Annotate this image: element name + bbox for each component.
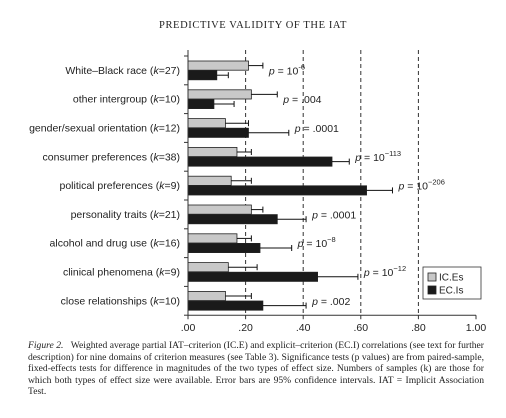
- legend: IC.Es EC.Is: [422, 266, 482, 300]
- error-bars: [213, 62, 393, 309]
- p-value-label: p = .004: [282, 94, 321, 106]
- p-value-label: p = .0001: [311, 209, 356, 221]
- p-value-label: p = 10−113: [354, 149, 401, 164]
- x-tick-label: .00: [181, 322, 196, 334]
- bar-ices: [187, 204, 252, 215]
- caption-text: Weighted average partial IAT–criterion (…: [28, 340, 484, 398]
- p-value-label: p = 10−206: [397, 178, 444, 193]
- page-title: PREDICTIVE VALIDITY OF THE IAT: [159, 20, 347, 31]
- p-value-label: p = 10-6: [268, 62, 305, 77]
- bar-ices: [187, 175, 232, 186]
- bar-ecis: [187, 214, 278, 225]
- bar-ecis: [187, 242, 261, 253]
- bars: [187, 60, 367, 311]
- p-value-label: p = 10−8: [297, 235, 336, 250]
- bar-ecis: [187, 99, 215, 110]
- category-label: clinical phenomena (k=9): [63, 267, 180, 279]
- legend-swatch: [427, 285, 437, 295]
- bar-ices: [187, 146, 238, 157]
- category-label: consumer preferences (k=38): [43, 151, 180, 163]
- x-tick-label: .20: [238, 322, 253, 334]
- figure-label: Figure 2.: [28, 340, 64, 351]
- legend-label: IC.Es: [439, 273, 463, 284]
- category-label: other intergroup (k=10): [73, 94, 180, 106]
- bar-ecis: [187, 156, 333, 167]
- bar-chart: White–Black race (k=27) other intergroup …: [29, 50, 487, 334]
- category-label: alcohol and drug use (k=16): [50, 238, 180, 250]
- legend-swatch: [427, 272, 437, 282]
- legend-label: EC.Is: [439, 286, 463, 297]
- figure-caption: Figure 2. Weighted average partial IAT–c…: [28, 340, 484, 398]
- p-value-label: p = 10−12: [363, 264, 406, 279]
- category-label: personality traits (k=21): [71, 209, 180, 221]
- bar-ecis: [187, 127, 249, 138]
- bar-ecis: [187, 271, 319, 282]
- x-tick-label: .60: [353, 322, 368, 334]
- bar-ecis: [187, 185, 367, 196]
- x-axis: .00 .20 .40 .60 .80 1.00: [181, 50, 487, 334]
- bar-ices: [187, 60, 249, 71]
- p-value-label: p = .0001: [294, 123, 339, 135]
- p-value-labels: p = 10-6 p = .004 p = .0001 p = 10−113 p = 1…: [268, 62, 445, 307]
- category-label: gender/sexual orientation (k=12): [29, 123, 180, 135]
- category-labels: White–Black race (k=27) other intergroup …: [29, 65, 180, 307]
- bar-ices: [187, 89, 252, 100]
- bar-ecis: [187, 300, 264, 311]
- bar-ices: [187, 290, 226, 301]
- category-label: close relationships (k=10): [61, 295, 180, 307]
- bar-ices: [187, 233, 238, 244]
- category-label: White–Black race (k=27): [65, 65, 180, 77]
- p-value-label: p = .002: [311, 296, 350, 308]
- bar-ices: [187, 118, 226, 129]
- x-tick-label: .80: [411, 322, 426, 334]
- x-tick-label: .40: [296, 322, 311, 334]
- x-tick-label: 1.00: [466, 322, 487, 334]
- bar-ecis: [187, 70, 218, 81]
- bar-ices: [187, 262, 229, 273]
- category-label: political preferences (k=9): [59, 180, 180, 192]
